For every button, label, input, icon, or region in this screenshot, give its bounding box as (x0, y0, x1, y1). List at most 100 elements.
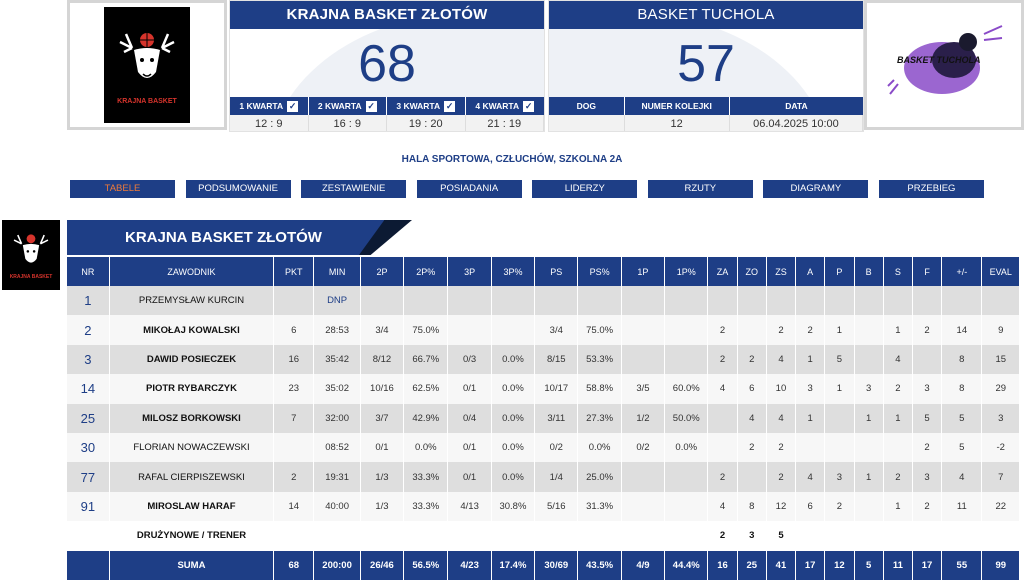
team-section-header: KRAJNA BASKET ZŁOTÓW (67, 220, 412, 255)
stat-cell-f: 2 (912, 491, 943, 522)
sum-row: SUMA 68 200:00 26/46 56.5% 4/23 17.4% 30/69 43.5… (67, 550, 1020, 580)
tab-rzuty[interactable]: RZUTY (647, 180, 753, 198)
table-row[interactable]: 3 DAWID POSIECZEK 16 35:42 8/12 66.7% 0/3 0.0% 8… (67, 344, 1020, 375)
column-header[interactable]: B (854, 257, 884, 286)
stat-cell-a: 1 (795, 344, 826, 375)
stat-cell-p3: 0/3 (447, 344, 492, 375)
stat-cell-pm: 8 (941, 374, 983, 404)
team-stat-pm (941, 521, 983, 551)
stat-cell-p3: 0/4 (447, 403, 492, 433)
stat-cell-pkt: 7 (273, 403, 315, 433)
stat-cell-p3: 4/13 (447, 491, 492, 522)
stat-cell-min: 32:00 (313, 403, 361, 433)
away-score-panel: BASKET TUCHOLA 57 DOG NUMER KOLEJKI DATA… (548, 0, 864, 132)
player-name[interactable]: DAWID POSIECZEK (109, 344, 275, 375)
table-row[interactable]: 30 FLORIAN NOWACZEWSKI 08:52 0/1 0.0% 0/1 0.0%… (67, 432, 1020, 463)
stat-cell-za: 4 (707, 491, 738, 522)
team-stat-p2pct (403, 521, 449, 551)
stat-cell-f: 2 (912, 315, 943, 345)
stat-cell-zs: 4 (766, 403, 797, 433)
table-row[interactable]: 14 PIOTR RYBARCZYK 23 35:02 10/16 62.5% 0/1 0.0… (67, 374, 1020, 404)
quarter-3-header[interactable]: 3 KWARTA ✓ (387, 97, 466, 115)
stat-cell-pm: 14 (941, 315, 983, 345)
stat-cell-p1pct (664, 286, 709, 316)
column-header[interactable]: 3P% (491, 257, 536, 286)
column-header[interactable]: ZAWODNIK (109, 257, 275, 286)
stat-cell-p1 (621, 315, 666, 345)
stat-cell-p1 (621, 286, 666, 316)
sum-stat-a: 17 (795, 550, 826, 580)
player-name[interactable]: MIKOŁAJ KOWALSKI (109, 315, 275, 345)
tab-przebieg[interactable]: PRZEBIEG (878, 180, 984, 198)
player-name[interactable]: MIROSLAW HARAF (109, 491, 275, 522)
column-header[interactable]: 2P (360, 257, 405, 286)
column-header[interactable]: S (883, 257, 913, 286)
stat-cell-pspct: 58.8% (577, 374, 622, 404)
column-header[interactable]: ZA (707, 257, 738, 286)
table-row[interactable]: 1 PRZEMYSŁAW KURCIN DNP (67, 286, 1020, 316)
column-header[interactable]: ZS (766, 257, 797, 286)
column-header[interactable]: 1P% (664, 257, 709, 286)
stat-cell-zs: 2 (766, 432, 797, 463)
stat-cell-min: 28:53 (313, 315, 361, 345)
stat-cell-pkt (273, 286, 315, 316)
stat-cell-za: 2 (707, 344, 738, 375)
stat-cell-p: 1 (824, 315, 855, 345)
column-header[interactable]: ZO (737, 257, 767, 286)
column-header[interactable]: EVAL (981, 257, 1020, 286)
table-row[interactable]: 25 MILOSZ BORKOWSKI 7 32:00 3/7 42.9% 0/4 0.0% 3… (67, 403, 1020, 433)
stat-cell-p3 (447, 286, 492, 316)
column-header[interactable]: MIN (313, 257, 361, 286)
stat-cell-b (854, 344, 884, 375)
column-header[interactable]: +/- (941, 257, 983, 286)
column-header[interactable]: F (912, 257, 943, 286)
quarter-2-header[interactable]: 2 KWARTA ✓ (308, 97, 387, 115)
sum-stat-p2pct: 56.5% (403, 550, 449, 580)
stat-cell-zo (737, 462, 767, 492)
team-stat-f (912, 521, 943, 551)
stat-cell-p (824, 403, 855, 433)
away-team-name: BASKET TUCHOLA (549, 1, 863, 29)
team-stat-p2 (360, 521, 405, 551)
stat-cell-a (795, 286, 826, 316)
column-header[interactable]: 1P (621, 257, 666, 286)
column-header[interactable]: 3P (447, 257, 492, 286)
table-row[interactable]: 2 MIKOŁAJ KOWALSKI 6 28:53 3/4 75.0% 3/4 75.0% 2… (67, 315, 1020, 345)
stat-cell-p3pct: 0.0% (491, 432, 536, 463)
stat-cell-pspct: 25.0% (577, 462, 622, 492)
column-header[interactable]: PS (534, 257, 579, 286)
column-header[interactable]: P (824, 257, 855, 286)
stat-cell-p2 (360, 286, 405, 316)
stat-cell-p1pct: 50.0% (664, 403, 709, 433)
tab-tabele[interactable]: TABELE (70, 180, 175, 198)
stat-cell-b: 1 (854, 403, 884, 433)
column-header[interactable]: PS% (577, 257, 622, 286)
team-stat-pspct (577, 521, 622, 551)
stat-cell-p2: 0/1 (360, 432, 405, 463)
tab-diagramy[interactable]: DIAGRAMY (763, 180, 869, 198)
quarter-1-header[interactable]: 1 KWARTA ✓ (230, 97, 309, 115)
player-name[interactable]: FLORIAN NOWACZEWSKI (109, 432, 275, 463)
column-header[interactable]: PKT (273, 257, 315, 286)
tab-zestawienie[interactable]: ZESTAWIENIE (301, 180, 407, 198)
tab-liderzy[interactable]: LIDERZY (532, 180, 638, 198)
column-header[interactable]: NR (67, 257, 110, 286)
tab-podsumowanie[interactable]: PODSUMOWANIE (185, 180, 291, 198)
stat-cell-eval: 7 (981, 462, 1020, 492)
player-name[interactable]: PRZEMYSŁAW KURCIN (109, 286, 275, 316)
column-header[interactable]: A (795, 257, 826, 286)
stat-cell-s (883, 432, 913, 463)
stat-cell-a: 3 (795, 374, 826, 404)
stat-cell-p3pct: 0.0% (491, 344, 536, 375)
tab-posiadania[interactable]: POSIADANIA (416, 180, 522, 198)
table-row[interactable]: 77 RAFAL CIERPISZEWSKI 2 19:31 1/3 33.3% 0/1 0.… (67, 462, 1020, 492)
stat-cell-min: 19:31 (313, 462, 361, 492)
quarter-4-header[interactable]: 4 KWARTA ✓ (465, 97, 544, 115)
player-name[interactable]: PIOTR RYBARCZYK (109, 374, 275, 404)
player-number: 30 (67, 432, 110, 463)
player-name[interactable]: MILOSZ BORKOWSKI (109, 403, 275, 433)
table-row[interactable]: 91 MIROSLAW HARAF 14 40:00 1/3 33.3% 4/13 30.8%… (67, 491, 1020, 522)
player-name[interactable]: RAFAL CIERPISZEWSKI (109, 462, 275, 492)
column-header[interactable]: 2P% (403, 257, 449, 286)
stat-cell-ps: 10/17 (534, 374, 579, 404)
